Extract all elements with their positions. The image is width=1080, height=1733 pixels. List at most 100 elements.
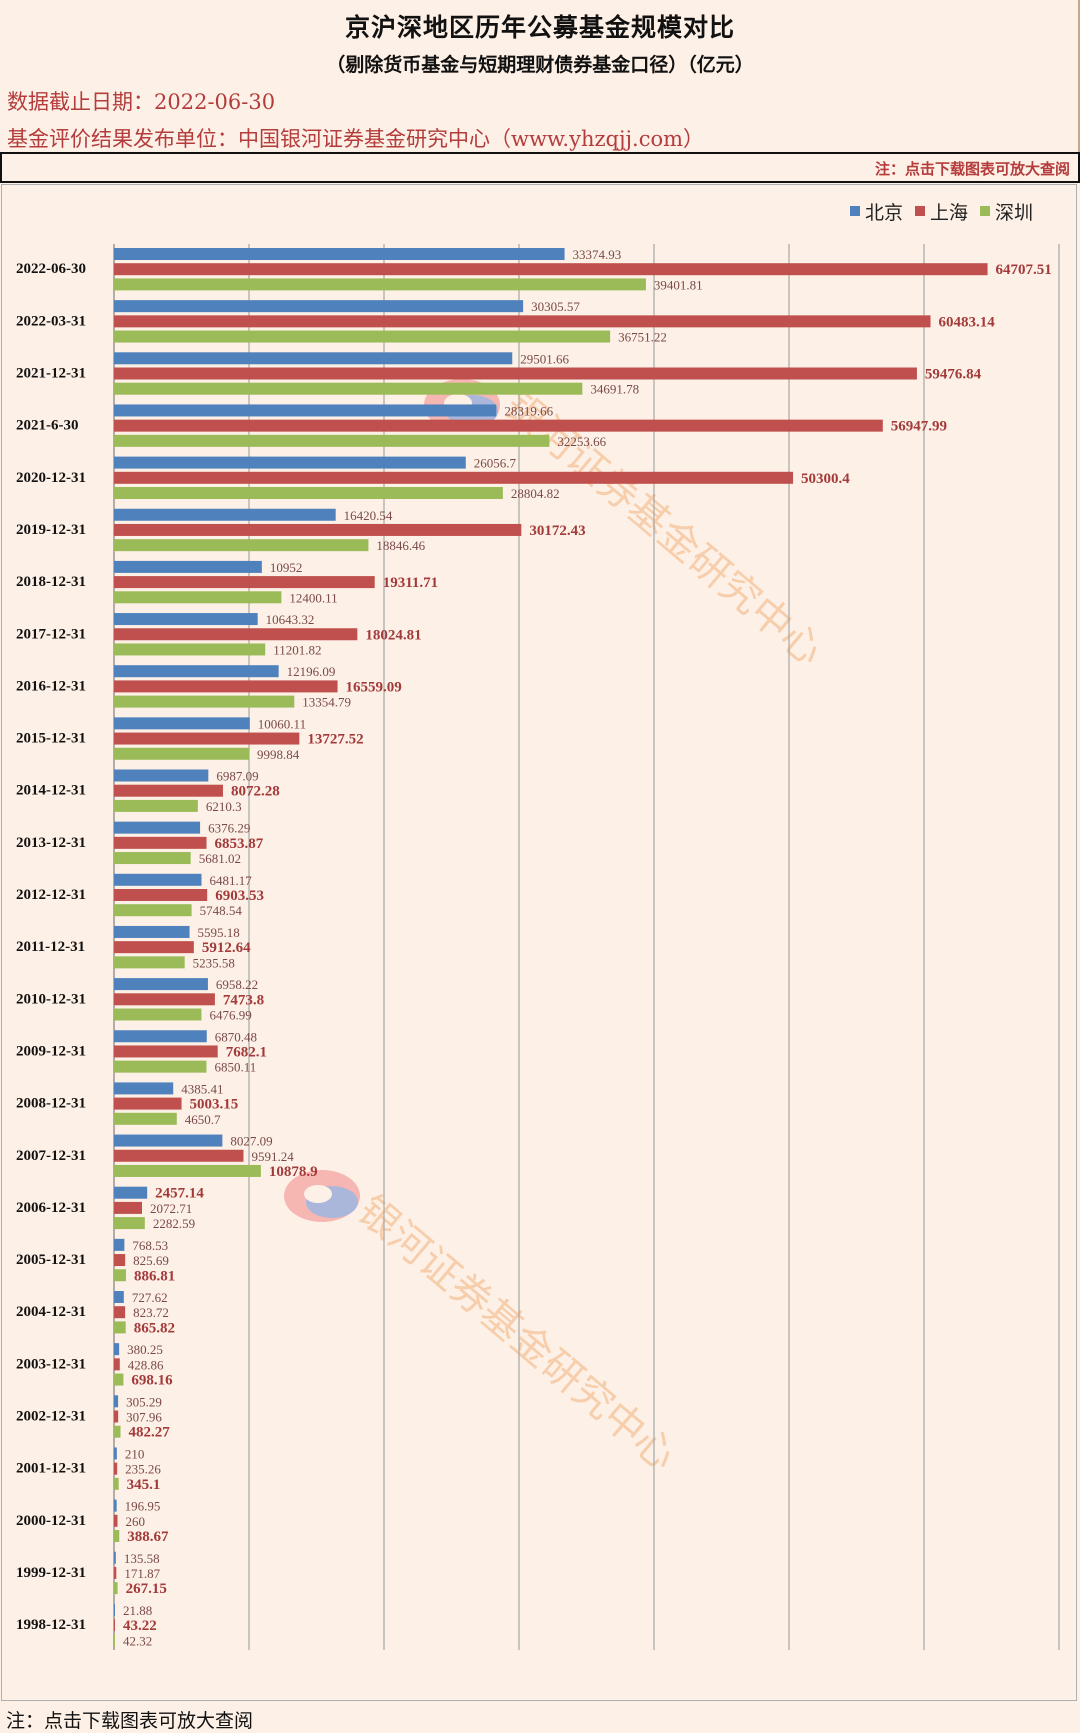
category-label: 2019-12-31 bbox=[16, 522, 86, 538]
bar bbox=[114, 665, 279, 678]
bar-value-label: 5595.18 bbox=[198, 925, 240, 940]
bar bbox=[114, 1269, 126, 1282]
bar bbox=[114, 471, 794, 484]
bar-value-label: 8027.09 bbox=[230, 1134, 272, 1149]
bar-value-label: 16559.09 bbox=[346, 679, 402, 695]
bar-value-label: 10952 bbox=[270, 560, 303, 575]
bar-value-label: 768.53 bbox=[132, 1238, 168, 1253]
bar bbox=[114, 1254, 126, 1267]
bar-value-label: 305.29 bbox=[126, 1394, 162, 1409]
bar bbox=[114, 613, 258, 626]
bar-value-label: 16420.54 bbox=[344, 508, 393, 523]
bar bbox=[114, 1238, 125, 1251]
bar-value-label: 7682.1 bbox=[226, 1044, 267, 1060]
bar-value-label: 2457.14 bbox=[155, 1186, 204, 1202]
bar bbox=[114, 852, 191, 865]
legend-swatch-beijing bbox=[850, 206, 860, 216]
category-label: 2001-12-31 bbox=[16, 1461, 86, 1477]
page-subtitle: （剔除货币基金与短期理财债券基金口径）（亿元） bbox=[326, 54, 754, 76]
bar bbox=[114, 941, 194, 954]
bar bbox=[114, 1201, 142, 1214]
bar bbox=[114, 576, 375, 589]
bar bbox=[114, 434, 550, 447]
bar bbox=[114, 1634, 115, 1647]
note-bottom: 注：点击下载图表可放大查阅 bbox=[6, 1710, 254, 1732]
chart-legend: 北京 上海 深圳 bbox=[850, 198, 1045, 225]
bar-value-label: 135.58 bbox=[124, 1551, 160, 1566]
bar bbox=[114, 873, 202, 886]
legend-swatch-shanghai bbox=[915, 206, 926, 216]
bar-value-label: 10643.32 bbox=[266, 612, 315, 627]
legend-swatch-shenzhen bbox=[980, 206, 991, 216]
bar bbox=[114, 925, 190, 938]
bar-value-label: 21.88 bbox=[123, 1603, 152, 1618]
bar bbox=[114, 487, 503, 499]
bar bbox=[114, 978, 208, 991]
legend-label-beijing: 北京 bbox=[865, 201, 904, 224]
legend-item-beijing: 北京 bbox=[850, 198, 903, 225]
bar bbox=[114, 1060, 207, 1073]
bar bbox=[114, 1134, 223, 1147]
bar bbox=[114, 330, 611, 343]
bar-value-label: 30305.57 bbox=[531, 299, 580, 314]
bar bbox=[114, 628, 358, 641]
bar bbox=[114, 836, 207, 849]
bar-value-label: 28804.82 bbox=[511, 486, 560, 501]
cutoff-date-label: 数据截止日期：2022-06-30 bbox=[7, 90, 276, 114]
note-top: 注：点击下载图表可放大查阅 bbox=[874, 160, 1070, 178]
category-label: 2011-12-31 bbox=[16, 939, 85, 955]
category-label: 2017-12-31 bbox=[16, 626, 86, 642]
bar bbox=[114, 248, 565, 260]
bar-value-label: 19311.71 bbox=[383, 575, 438, 591]
bar-value-label: 380.25 bbox=[127, 1342, 163, 1357]
bar-value-label: 10878.9 bbox=[269, 1164, 318, 1180]
bar-value-label: 825.69 bbox=[133, 1253, 169, 1268]
category-label: 2015-12-31 bbox=[16, 731, 86, 747]
bar-value-label: 11201.82 bbox=[273, 642, 321, 657]
note-bar: 注：点击下载图表可放大查阅 bbox=[0, 152, 1080, 183]
bar bbox=[114, 1045, 218, 1058]
category-label: 2012-12-31 bbox=[16, 887, 86, 903]
bar-value-label: 34691.78 bbox=[590, 382, 639, 397]
bar bbox=[114, 784, 223, 797]
category-label: 2021-12-31 bbox=[16, 366, 86, 382]
header-panel: 京沪深地区历年公募基金规模对比 （剔除货币基金与短期理财债券基金口径）（亿元） … bbox=[0, 0, 1080, 152]
category-labels: 2022-06-30 2022-03-31 2021-12-31 2021-6-30 2… bbox=[16, 261, 86, 1633]
legend-label-shanghai: 上海 bbox=[930, 201, 969, 224]
bar bbox=[114, 539, 369, 552]
category-label: 2003-12-31 bbox=[16, 1356, 86, 1372]
bar-value-label: 428.86 bbox=[128, 1357, 164, 1372]
bar-value-label: 260 bbox=[126, 1514, 146, 1529]
bar-value-label: 6853.87 bbox=[215, 836, 264, 852]
bar-value-label: 6903.53 bbox=[215, 888, 264, 904]
legend-item-shanghai: 上海 bbox=[915, 198, 968, 225]
bar bbox=[114, 1321, 126, 1334]
bar-value-label: 13354.79 bbox=[302, 695, 351, 710]
bar bbox=[114, 419, 883, 432]
bar bbox=[114, 1410, 119, 1423]
bar-value-label: 18024.81 bbox=[365, 627, 421, 643]
bars bbox=[114, 248, 988, 1647]
category-label: 1999-12-31 bbox=[16, 1565, 86, 1581]
bar-value-label: 235.26 bbox=[125, 1462, 161, 1477]
bar bbox=[114, 300, 524, 313]
bar bbox=[114, 523, 522, 536]
category-label: 2022-03-31 bbox=[16, 313, 86, 329]
bar-value-label: 5912.64 bbox=[202, 940, 251, 956]
bar-value-label: 36751.22 bbox=[618, 330, 667, 345]
bar-value-label: 33374.93 bbox=[573, 247, 622, 262]
bar bbox=[114, 591, 282, 604]
bar-value-label: 6210.3 bbox=[206, 799, 242, 814]
bar-value-label: 13727.52 bbox=[307, 732, 363, 748]
bar-value-label: 886.81 bbox=[134, 1268, 175, 1284]
bar bbox=[114, 560, 262, 573]
bar-value-label: 4385.41 bbox=[181, 1081, 223, 1096]
bar bbox=[114, 695, 295, 708]
bar-value-label: 4650.7 bbox=[185, 1112, 221, 1127]
bar bbox=[114, 1097, 182, 1110]
category-label: 1998-12-31 bbox=[16, 1617, 86, 1633]
publisher-label: 基金评价结果发布单位：中国银河证券基金研究中心（www.yhzqjj.com） bbox=[7, 127, 705, 151]
bar bbox=[114, 1186, 148, 1199]
bar bbox=[114, 643, 266, 656]
